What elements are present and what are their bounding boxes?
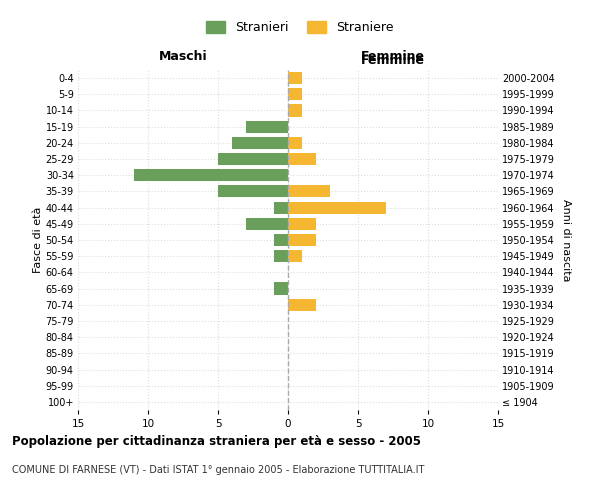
Bar [288,104,302,117]
Bar [288,137,302,149]
Text: Maschi: Maschi [158,50,208,62]
Bar [288,153,316,165]
Bar [274,282,288,294]
Bar [218,153,288,165]
Y-axis label: Anni di nascita: Anni di nascita [560,198,571,281]
Bar [274,234,288,246]
Bar [288,250,302,262]
Text: COMUNE DI FARNESE (VT) - Dati ISTAT 1° gennaio 2005 - Elaborazione TUTTITALIA.IT: COMUNE DI FARNESE (VT) - Dati ISTAT 1° g… [12,465,424,475]
Bar [218,186,288,198]
Bar [288,88,302,101]
Bar [246,120,288,132]
Bar [288,186,330,198]
Bar [288,72,302,84]
Bar [274,202,288,213]
Text: Popolazione per cittadinanza straniera per età e sesso - 2005: Popolazione per cittadinanza straniera p… [12,435,421,448]
Legend: Stranieri, Straniere: Stranieri, Straniere [202,16,398,40]
Text: Femmine: Femmine [361,50,425,62]
Text: Femmine: Femmine [361,54,425,66]
Bar [134,169,288,181]
Bar [246,218,288,230]
Bar [288,202,386,213]
Bar [288,234,316,246]
Bar [274,250,288,262]
Bar [288,298,316,311]
Bar [288,218,316,230]
Bar [232,137,288,149]
Y-axis label: Fasce di età: Fasce di età [32,207,43,273]
